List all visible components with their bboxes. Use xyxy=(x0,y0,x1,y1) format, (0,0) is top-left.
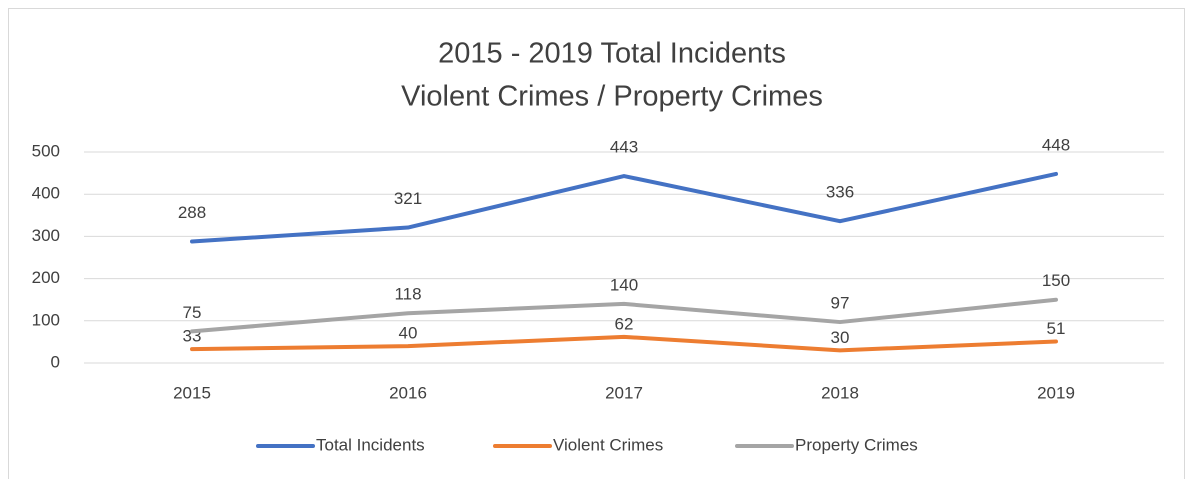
x-tick-label: 2016 xyxy=(389,383,427,402)
data-label: 288 xyxy=(178,203,206,222)
y-tick-label: 300 xyxy=(32,226,60,245)
x-tick-label: 2015 xyxy=(173,383,211,402)
x-tick-label: 2017 xyxy=(605,383,643,402)
data-label: 97 xyxy=(831,294,850,313)
data-label: 448 xyxy=(1042,135,1070,154)
data-label: 118 xyxy=(394,285,421,304)
legend-label: Property Crimes xyxy=(795,435,918,454)
y-tick-label: 100 xyxy=(32,310,60,329)
series-line xyxy=(190,334,1058,353)
data-label: 51 xyxy=(1047,319,1066,338)
data-label: 321 xyxy=(394,189,422,208)
legend-label: Total Incidents xyxy=(316,435,425,454)
series-line xyxy=(190,171,1058,244)
data-label: 140 xyxy=(610,275,638,294)
data-label: 62 xyxy=(615,314,634,333)
chart-subtitle: Violent Crimes / Property Crimes xyxy=(401,81,823,113)
y-tick-label: 0 xyxy=(51,352,60,371)
data-label: 30 xyxy=(831,328,850,347)
data-label: 40 xyxy=(399,324,418,343)
series-line xyxy=(190,297,1058,334)
x-tick-label: 2018 xyxy=(821,383,859,402)
chart-title: 2015 - 2019 Total Incidents xyxy=(438,38,786,70)
y-tick-label: 500 xyxy=(32,141,60,160)
data-label: 443 xyxy=(610,138,638,157)
chart-frame xyxy=(8,8,1185,479)
data-label: 150 xyxy=(1042,271,1070,290)
legend-label: Violent Crimes xyxy=(553,435,663,454)
data-label: 336 xyxy=(826,183,854,202)
x-tick-label: 2019 xyxy=(1037,383,1075,402)
data-label: 75 xyxy=(183,303,202,322)
y-tick-label: 400 xyxy=(32,184,60,203)
y-tick-label: 200 xyxy=(32,268,60,287)
